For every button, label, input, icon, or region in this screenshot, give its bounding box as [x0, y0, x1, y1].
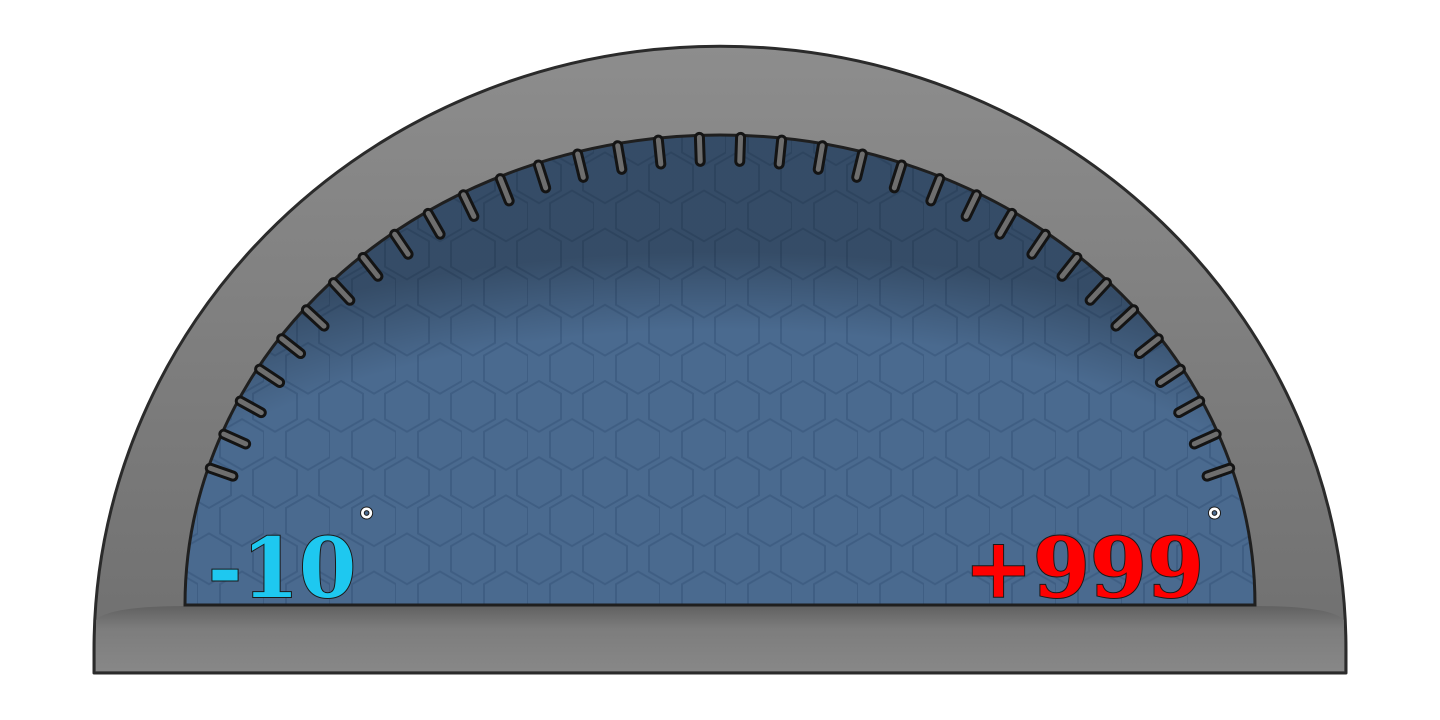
tick-mark-icon: [963, 192, 980, 219]
tick-mark-icon: [655, 137, 664, 167]
min-temperature-value: -10: [208, 521, 356, 617]
tick-mark-icon: [1176, 398, 1203, 416]
tick-mark-icon: [279, 336, 304, 357]
tick-mark-icon: [497, 176, 512, 204]
min-temperature-label: -10 °: [207, 501, 376, 618]
tick-mark-icon: [1113, 307, 1137, 329]
tick-mark-icon: [221, 431, 249, 447]
max-degree-symbol: °: [1206, 502, 1223, 542]
tick-mark-icon: [257, 366, 283, 385]
tick-mark-icon: [535, 162, 549, 191]
tick-marks: [204, 131, 1236, 482]
tick-mark-icon: [392, 231, 411, 257]
tick-mark-icon: [615, 143, 625, 172]
tick-mark-icon: [997, 210, 1015, 237]
tick-mark-icon: [207, 465, 236, 479]
tick-mark-icon: [360, 254, 381, 279]
tick-mark-icon: [331, 280, 353, 303]
tick-mark-icon: [425, 210, 443, 237]
tick-mark-icon: [460, 192, 477, 219]
max-temperature-label: +999 °: [963, 501, 1224, 618]
tick-mark-icon: [1191, 431, 1219, 447]
gauge-base: [96, 606, 1344, 671]
tick-mark-icon: [928, 176, 943, 204]
tick-mark-icon: [1087, 280, 1109, 303]
min-degree-symbol: °: [358, 502, 375, 542]
tick-mark-icon: [696, 134, 703, 164]
tick-mark-icon: [815, 143, 825, 172]
tick-mark-icon: [854, 151, 865, 180]
tick-mark-icon: [1136, 336, 1161, 357]
tick-mark-icon: [1029, 231, 1048, 257]
tick-mark-icon: [1059, 254, 1080, 279]
tick-mark-icon: [1157, 366, 1183, 385]
max-temperature-value: +999: [964, 521, 1204, 617]
tick-mark-icon: [737, 134, 744, 164]
tick-mark-icon: [891, 162, 905, 191]
tick-mark-icon: [1204, 465, 1233, 479]
tick-mark-icon: [237, 398, 264, 416]
tick-mark-icon: [575, 151, 586, 180]
tick-mark-icon: [303, 307, 327, 329]
tick-mark-icon: [776, 137, 785, 167]
